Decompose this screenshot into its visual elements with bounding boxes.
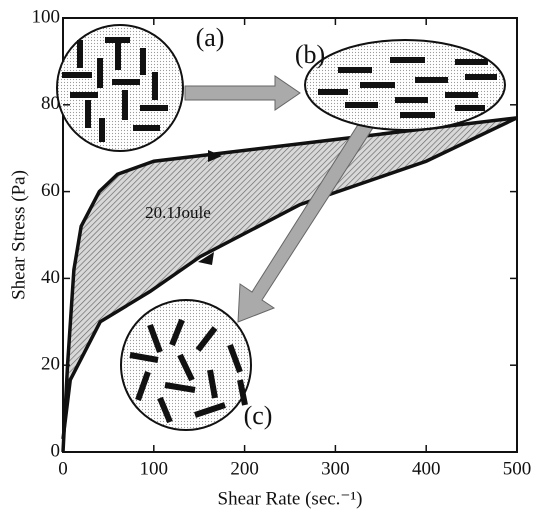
x-tick-label: 300 [321, 458, 350, 479]
arrow [185, 76, 300, 110]
x-tick-label: 200 [230, 458, 259, 479]
y-tick-label: 40 [41, 267, 60, 288]
illustration-a [57, 25, 183, 151]
y-axis-label: Shear Stress (Pa) [8, 170, 29, 300]
illustration-c [121, 300, 251, 430]
x-tick-label: 500 [503, 458, 532, 479]
x-tick-label: 100 [140, 458, 169, 479]
x-tick-label: 400 [412, 458, 441, 479]
page: {"chart_data": {"type": "line", "x_label… [0, 0, 543, 521]
y-tick-label: 80 [41, 93, 60, 114]
annotation: 20.1Joule [145, 203, 211, 222]
x-axis-label: Shear Rate (sec.⁻¹) [218, 488, 363, 509]
chart: Shear Stress (Pa) Shear Rate (sec.⁻¹) (a… [0, 0, 543, 521]
y-tick-label: 60 [41, 180, 60, 201]
y-tick-label: 20 [41, 354, 60, 375]
annotation: (c) [244, 401, 273, 430]
illustration-b [305, 40, 505, 130]
x-tick-label: 0 [58, 458, 68, 479]
plot [63, 118, 517, 452]
annotation: (a) [196, 23, 225, 52]
annotation: (b) [295, 40, 325, 69]
y-tick-label: 100 [32, 6, 61, 27]
